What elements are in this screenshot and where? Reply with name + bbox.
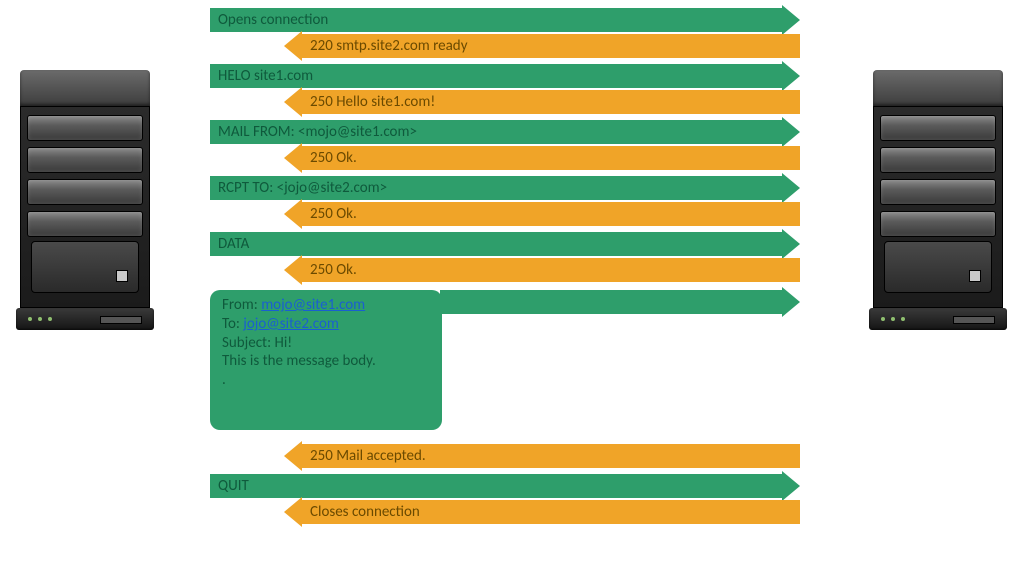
arrow-label: QUIT [218,474,249,498]
arrow-label: 250 Hello site1.com! [310,90,435,114]
from-link: mojo@site1.com [261,296,365,314]
client-request-arrow: RCPT TO: <jojo@site2.com> [210,176,800,200]
client-request-arrow: QUIT [210,474,800,498]
arrow-label: DATA [218,232,249,256]
client-server-icon [20,70,150,330]
arrow-label: 250 Ok. [310,258,357,282]
arrow-label: 250 Ok. [310,146,357,170]
client-request-arrow: Opens connection [210,8,800,32]
arrow-label: 250 Ok. [310,202,357,226]
smtp-server-icon [873,70,1003,330]
server-response-arrow: 250 Ok. [284,258,800,282]
to-label: To: [222,315,243,333]
server-response-arrow: 220 smtp.site2.com ready [284,34,800,58]
arrow-label: MAIL FROM: <mojo@site1.com> [218,120,417,144]
arrow-label: Closes connection [310,500,420,524]
server-response-arrow: Closes connection [284,500,800,524]
server-response-arrow: 250 Hello site1.com! [284,90,800,114]
smtp-sequence-diagram: Opens connection220 smtp.site2.com ready… [0,0,1024,581]
data-payload-box: From: mojo@site1.com To: jojo@site2.com … [210,290,442,430]
server-response-arrow: 250 Ok. [284,202,800,226]
arrow-label: RCPT TO: <jojo@site2.com> [218,176,387,200]
server-response-arrow: 250 Ok. [284,146,800,170]
to-link: jojo@site2.com [243,315,339,333]
data-payload-arrow-head [782,287,800,317]
arrow-label: Opens connection [218,8,328,32]
data-payload-arrow [440,290,782,314]
arrow-label: HELO site1.com [218,64,313,88]
arrow-label: 250 Mail accepted. [310,444,426,468]
client-request-arrow: HELO site1.com [210,64,800,88]
payload-to: To: jojo@site2.com [222,315,432,334]
payload-subject: Subject: Hi! [222,334,432,353]
server-response-arrow: 250 Mail accepted. [284,444,800,468]
from-label: From: [222,296,261,314]
payload-body: This is the message body. [222,352,432,371]
client-request-arrow: MAIL FROM: <mojo@site1.com> [210,120,800,144]
arrow-label: 220 smtp.site2.com ready [310,34,467,58]
payload-terminator: . [222,371,432,390]
payload-from: From: mojo@site1.com [222,296,432,315]
client-request-arrow: DATA [210,232,800,256]
